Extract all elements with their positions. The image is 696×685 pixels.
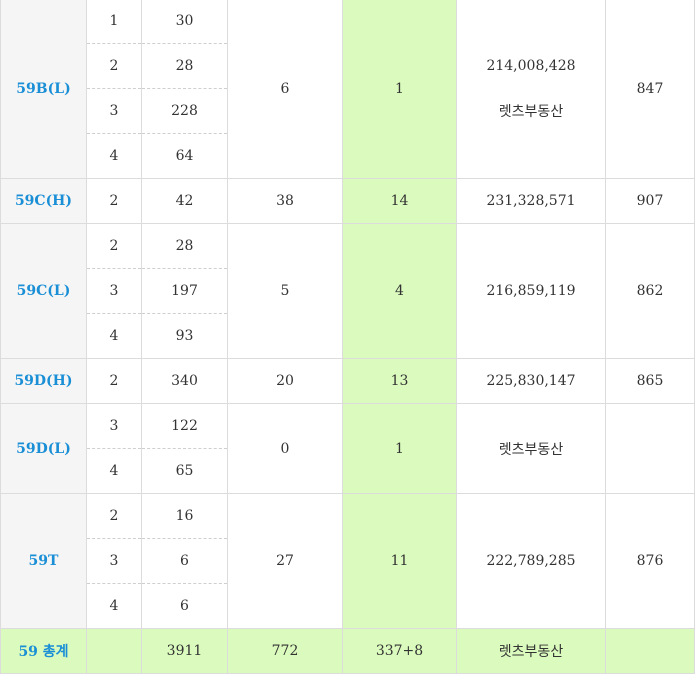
sub-col-a: 2 [86, 223, 142, 269]
sub-col-a: 2 [86, 358, 142, 404]
col-5: 231,328,571 [456, 178, 606, 224]
col-5: 225,830,147 [456, 358, 606, 404]
table-row: 4 65 [1, 448, 695, 494]
sub-col-b: 340 [141, 358, 228, 404]
col-6 [605, 403, 695, 494]
sub-col-a [86, 628, 142, 674]
sub-col-a: 2 [86, 493, 142, 539]
col-3: 38 [227, 178, 343, 224]
type-cell: 59D(H) [0, 358, 87, 404]
col-3: 0 [227, 403, 343, 494]
sub-col-b: 28 [141, 223, 228, 269]
sub-col-b: 16 [141, 493, 228, 539]
col-6: 876 [605, 493, 695, 629]
col-4: 13 [342, 358, 457, 404]
type-cell: 59B(L) [0, 0, 87, 179]
sub-col-a: 4 [86, 313, 142, 359]
col-6 [605, 628, 695, 674]
col-5: 222,789,285 [456, 493, 606, 629]
col-4: 14 [342, 178, 457, 224]
table-row: 59D(L) 3 122 0 1 렛츠부동산 [0, 403, 695, 494]
col-6: 862 [605, 223, 695, 359]
sub-col-b: 122 [141, 403, 228, 449]
sub-col-b: 28 [141, 43, 228, 89]
col-5: 216,859,119 [456, 223, 606, 359]
col-4: 1 [342, 403, 457, 494]
col-3: 6 [227, 0, 343, 179]
total-label: 59 총계 [0, 628, 87, 674]
table-row: 4 64 [1, 133, 695, 179]
col-3: 27 [227, 493, 343, 629]
col-5: 렛츠부동산 [456, 628, 606, 674]
table-row: 2 28 [1, 43, 695, 89]
sub-col-a: 4 [86, 583, 142, 629]
col-4: 4 [342, 223, 457, 359]
table-row: 59B(L) 1 30 6 1 214,008,428 렛츠부동산 847 [0, 0, 695, 179]
agency-label: 렛츠부동산 [498, 103, 564, 120]
table-row: 59C(L) 2 28 5 4 216,859,119 862 [0, 223, 695, 359]
sub-col-b: 65 [141, 448, 228, 494]
type-cell: 59C(H) [0, 178, 87, 224]
price-value: 214,008,428 [486, 57, 576, 74]
col-3: 20 [227, 358, 343, 404]
sub-col-b: 197 [141, 268, 228, 314]
col-6: 847 [605, 0, 695, 179]
type-cell: 59T [0, 493, 87, 629]
col-4: 11 [342, 493, 457, 629]
sub-col-b: 93 [141, 313, 228, 359]
sub-col-b: 6 [141, 538, 228, 584]
table-row: 59C(H) 2 42 38 14 231,328,571 907 [0, 178, 695, 224]
table-row: 3 6 [1, 538, 695, 584]
sub-col-a: 3 [86, 268, 142, 314]
table-row: 3 228 [1, 88, 695, 134]
col-3: 5 [227, 223, 343, 359]
table-row: 4 6 [1, 583, 695, 629]
col-5: 214,008,428 렛츠부동산 [456, 0, 606, 179]
sub-col-b: 6 [141, 583, 228, 629]
sub-col-a: 2 [86, 178, 142, 224]
table-row: 59T 2 16 27 11 222,789,285 876 [0, 493, 695, 629]
sub-col-b: 3911 [141, 628, 228, 674]
sub-col-b: 30 [141, 0, 228, 44]
type-cell: 59D(L) [0, 403, 87, 494]
total-row: 59 총계 3911 772 337+8 렛츠부동산 [0, 628, 695, 674]
col-4: 337+8 [342, 628, 457, 674]
sub-col-b: 64 [141, 133, 228, 179]
col-4: 1 [342, 0, 457, 179]
table-row: 3 197 [1, 268, 695, 314]
sub-col-a: 3 [86, 403, 142, 449]
sub-col-a: 1 [86, 0, 142, 44]
sub-col-a: 2 [86, 43, 142, 89]
sub-col-a: 4 [86, 448, 142, 494]
sub-col-b: 228 [141, 88, 228, 134]
table-row: 59D(H) 2 340 20 13 225,830,147 865 [0, 358, 695, 404]
col-6: 907 [605, 178, 695, 224]
col-5: 렛츠부동산 [456, 403, 606, 494]
sub-col-b: 42 [141, 178, 228, 224]
table-row: 4 93 [1, 313, 695, 359]
col-3: 772 [227, 628, 343, 674]
type-cell: 59C(L) [0, 223, 87, 359]
sub-col-a: 3 [86, 88, 142, 134]
sub-col-a: 3 [86, 538, 142, 584]
sub-col-a: 4 [86, 133, 142, 179]
col-6: 865 [605, 358, 695, 404]
